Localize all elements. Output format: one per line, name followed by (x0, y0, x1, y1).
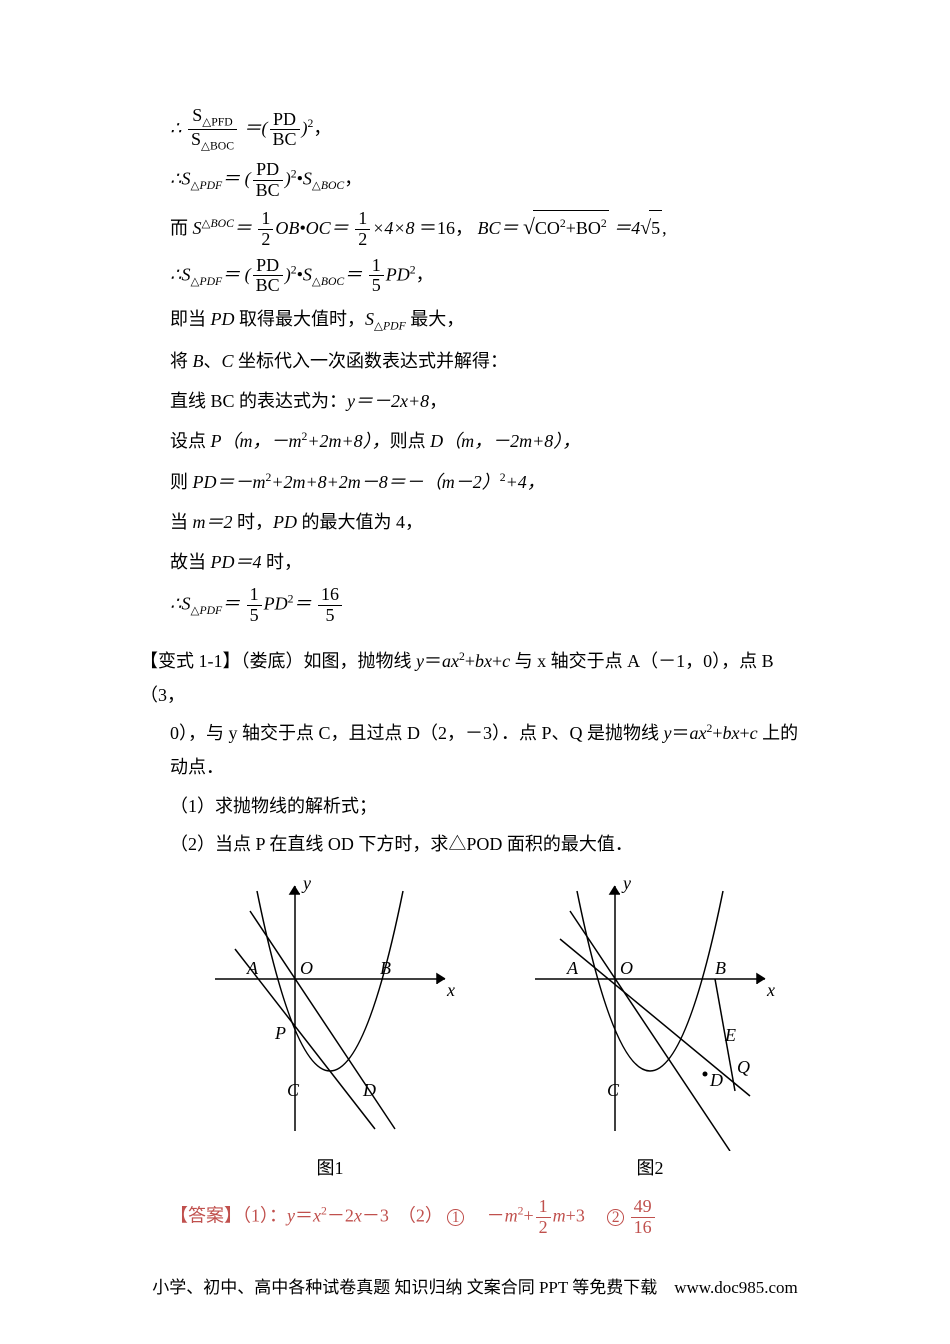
fig1-label: 图1 (195, 1151, 465, 1185)
text-line-9: 则 PD＝－m2+2m+8+2m－8＝－（m－2）2+4， (170, 465, 810, 499)
circled-2: 2 (607, 1209, 624, 1226)
text-line-10: 当 m＝2 时，PD 的最大值为 4， (170, 505, 810, 539)
eq-line-4: ∴S△PDF＝ ( PD BC )2•S△BOC＝ 15PD2， (170, 256, 810, 297)
text-line-8: 设点 P（m，－m2+2m+8），则点 D（m，－2m+8）， (170, 424, 810, 458)
fig2-D: D (709, 1070, 723, 1090)
circled-1: 1 (447, 1209, 464, 1226)
eq-line-3: 而 S△BOC＝ 12OB•OC＝ 12×4×8 ＝16， BC＝ √CO2+B… (170, 207, 810, 250)
fig2-A: A (566, 958, 579, 978)
figure-1: y x A O B P C D 图1 (195, 871, 465, 1185)
problem-q1: （1）求抛物线的解析式； (170, 789, 810, 823)
fig1-x: x (446, 980, 455, 1000)
eq-line-12: ∴S△PDF＝ 15PD2＝ 165 (170, 585, 810, 626)
fig2-B: B (715, 958, 726, 978)
page-footer: 小学、初中、高中各种试卷真题 知识归纳 文案合同 PPT 等免费下载 www.d… (0, 1272, 950, 1304)
fig1-D: D (362, 1080, 376, 1100)
fig2-O: O (620, 958, 633, 978)
fig1-P: P (274, 1023, 286, 1043)
fig1-B: B (380, 958, 391, 978)
problem-stem-2: 0），与 y 轴交于点 C，且过点 D（2，－3）．点 P、Q 是抛物线 y＝a… (170, 716, 810, 784)
eq-line-2: ∴S△PDF＝ ( PD BC )2•S△BOC， (170, 160, 810, 201)
fig2-label: 图2 (515, 1151, 785, 1185)
fig2-y: y (621, 873, 631, 893)
text-line-7: 直线 BC 的表达式为：y＝－2x+8， (170, 384, 810, 418)
fig2-Q: Q (737, 1057, 750, 1077)
text-line-6: 将 B、C 坐标代入一次函数表达式并解得： (170, 344, 810, 378)
text-line-11: 故当 PD＝4 时， (170, 545, 810, 579)
eq-line-1: ∴ S△PFD S△BOC ＝( PD BC )2， (170, 106, 810, 154)
fig1-y: y (301, 873, 311, 893)
figure-2: y x A O B C D E Q 图2 (515, 871, 785, 1185)
problem-q2: （2）当点 P 在直线 OD 下方时，求△POD 面积的最大值． (170, 827, 810, 861)
text-line-5: 即当 PD 取得最大值时，S△PDF 最大， (170, 302, 810, 338)
fig2-C: C (607, 1080, 620, 1100)
problem-variant-1-1: 【变式 1-1】（娄底）如图，抛物线 y＝ax2+bx+c 与 x 轴交于点 A… (140, 644, 810, 1238)
derivation: ∴ S△PFD S△BOC ＝( PD BC )2， ∴S△PDF＝ ( PD … (140, 106, 810, 626)
fig2-E: E (724, 1025, 736, 1045)
answer-line: 【答案】（1）：y＝x2－2x－3 （2） 1 －m2+12m+3 2 4916 (170, 1197, 810, 1238)
fig1-C: C (287, 1080, 300, 1100)
figures-row: y x A O B P C D 图1 (170, 871, 810, 1185)
fig1-O: O (300, 958, 313, 978)
fig1-A: A (246, 958, 259, 978)
fig2-x: x (766, 980, 775, 1000)
problem-stem-1: 【变式 1-1】（娄底）如图，抛物线 y＝ax2+bx+c 与 x 轴交于点 A… (140, 644, 810, 712)
